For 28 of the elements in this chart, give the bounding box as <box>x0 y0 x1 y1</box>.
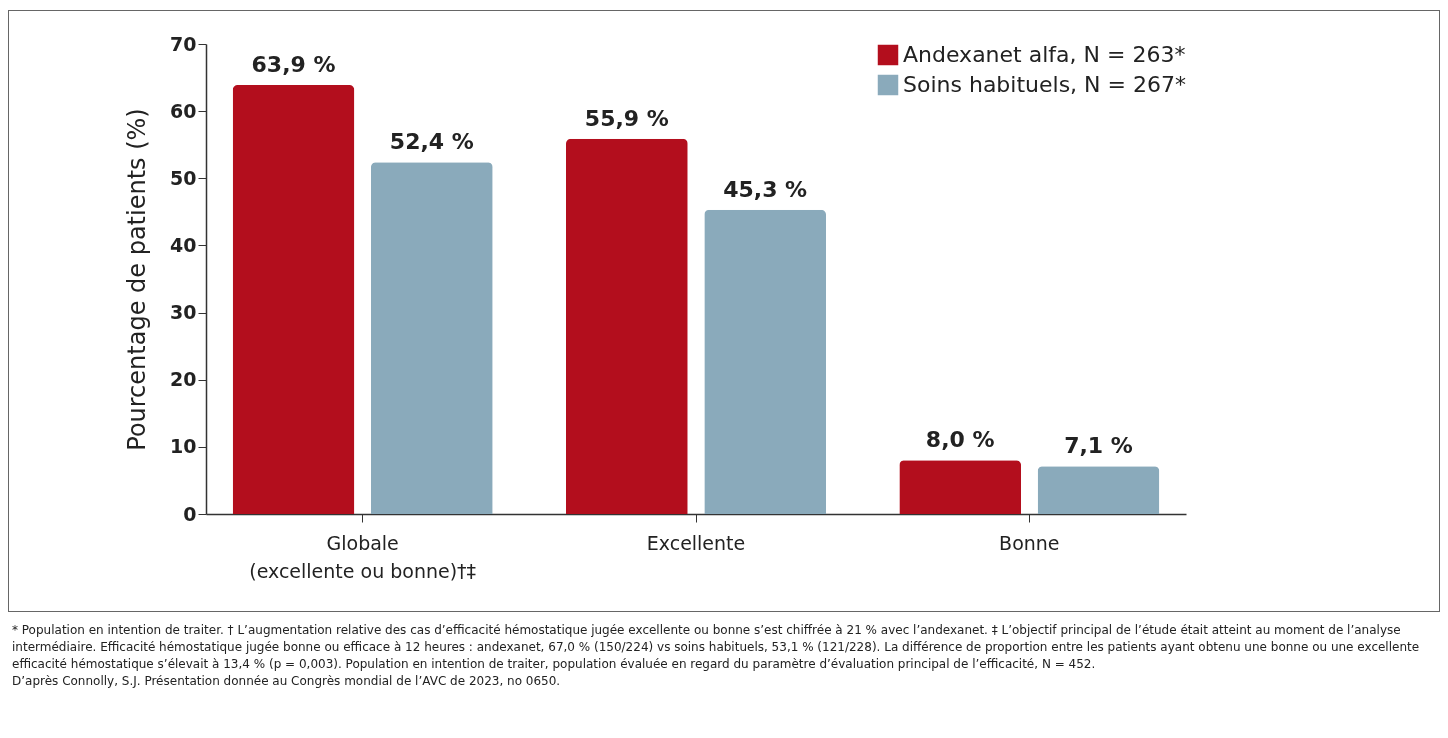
y-tick-label: 0 <box>183 502 197 525</box>
data-label: 7,1 % <box>1064 433 1133 459</box>
y-tick-label: 70 <box>170 32 197 55</box>
x-tick-label: Excellente <box>646 531 746 554</box>
y-tick-label: 30 <box>170 301 197 324</box>
data-label: 45,3 % <box>723 176 808 202</box>
y-tick-label: 60 <box>170 99 197 122</box>
x-tick-label: Bonne <box>999 531 1060 554</box>
legend-label: Soins habituels, N = 267* <box>903 72 1186 97</box>
bar <box>704 209 826 514</box>
bar <box>370 162 493 514</box>
bar <box>899 460 1022 514</box>
bar <box>1037 466 1160 514</box>
x-tick-label: Globale (excellente ou bonne)†‡ <box>249 531 477 582</box>
bar <box>232 84 355 514</box>
data-label: 63,9 % <box>251 51 336 77</box>
data-label: 55,9 % <box>584 105 669 131</box>
data-label: 52,4 % <box>389 129 474 155</box>
text: * Population en intention de traiter. † L’augmentation relative des cas d’efficacité hémostatique jugée excellente ou bonne s’est chiffrée à 21 % avec l’andexanet. ‡ L’objectif principal de l’étude était atteint au moment de l’analyse intermédiaire. Efficacité hémostatique jugée bonne ou efficace à 12 heures : andexanet, 67,0 % (150/224) vs soins habituels, 53,1 % (121/228). La différence de proportion entre les patients ayant obtenu une bonne ou une excellente efficacité hémostatique s’élevait à 13,4 % (p = 0,003). Population en intention de traiter, population évaluée en regard du paramètre d’évaluation principal de l’efficacité, N = 452. <box>12 622 1421 673</box>
y-tick-label: 10 <box>170 435 197 458</box>
y-tick-label: 50 <box>170 166 197 189</box>
y-tick-label: 40 <box>170 233 197 256</box>
data-label: 8,0 % <box>925 427 995 453</box>
y-axis-title: Pourcentage de patients (%) <box>123 108 152 451</box>
bar <box>566 138 688 514</box>
legend-label: Andexanet alfa, N = 263* <box>903 42 1186 67</box>
text: D’après Connolly, S.J. Présentation donnée au Congrès mondial de l’AVC de 2023, no 0650. <box>12 673 562 690</box>
y-tick-label: 20 <box>170 368 197 391</box>
